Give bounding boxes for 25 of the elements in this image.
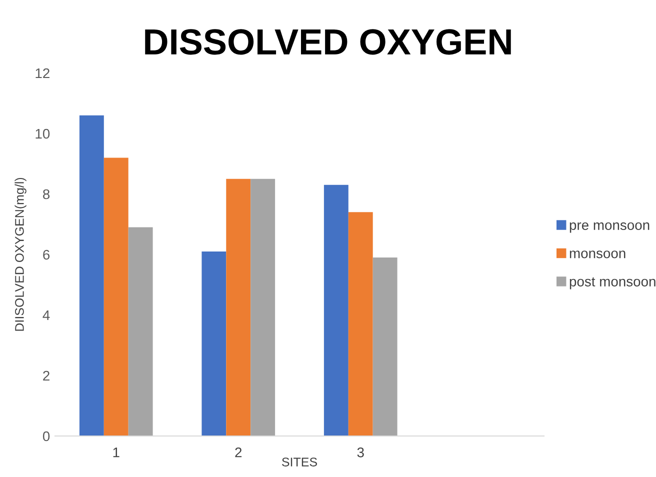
bar bbox=[128, 227, 153, 436]
x-tick-label: 2 bbox=[235, 447, 242, 458]
y-tick-label: 0 bbox=[42, 431, 50, 442]
y-tick-label: 10 bbox=[36, 128, 50, 139]
bar bbox=[324, 184, 348, 436]
legend-label: monsoon bbox=[570, 250, 626, 258]
y-tick-label: 6 bbox=[43, 250, 50, 260]
bar bbox=[372, 258, 398, 436]
legend-label: pre monsoon bbox=[570, 222, 650, 233]
x-axis-title: SITES bbox=[282, 458, 317, 466]
y-tick-label: 4 bbox=[42, 310, 50, 320]
bar bbox=[250, 178, 276, 436]
y-tick-label: 8 bbox=[43, 189, 50, 200]
x-tick-label: 3 bbox=[357, 447, 364, 458]
bar bbox=[79, 115, 104, 436]
y-axis-title: DIISOLVED OXYGEN(mg/l) bbox=[14, 178, 26, 331]
x-tick-label: 1 bbox=[113, 448, 120, 458]
bar bbox=[226, 178, 251, 436]
legend-label: post monsoon bbox=[570, 277, 656, 290]
y-tick-label: 2 bbox=[43, 370, 50, 381]
chart-title: DISSOLVED OXYGEN bbox=[145, 29, 511, 55]
bar bbox=[202, 251, 226, 436]
y-tick-label: 12 bbox=[36, 68, 50, 78]
bar bbox=[104, 158, 128, 436]
bar bbox=[348, 212, 373, 436]
